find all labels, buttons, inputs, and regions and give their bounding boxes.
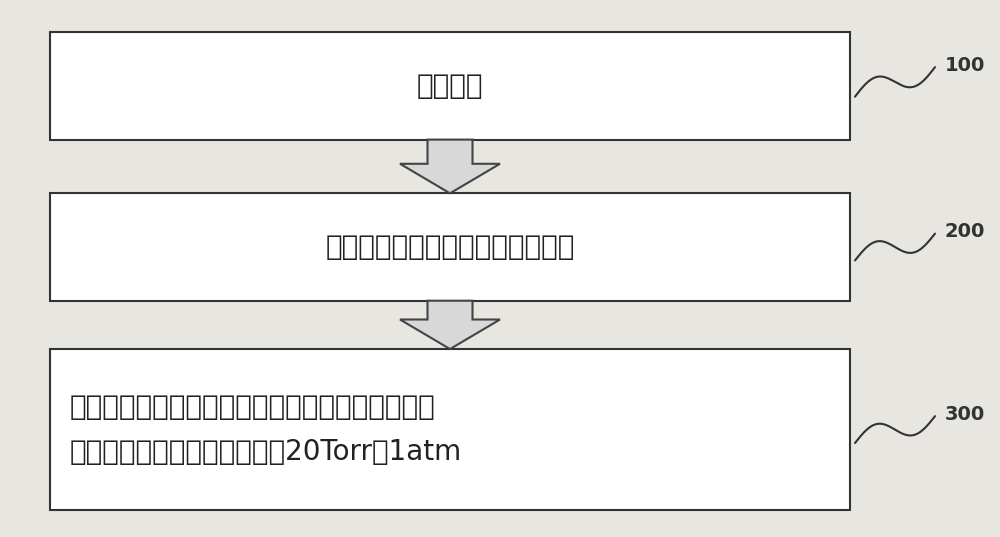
FancyBboxPatch shape	[50, 349, 850, 510]
Text: 提供衬底: 提供衬底	[417, 72, 483, 100]
Polygon shape	[400, 140, 500, 193]
Text: 100: 100	[945, 56, 985, 75]
Text: 200: 200	[945, 222, 985, 242]
FancyBboxPatch shape	[50, 32, 850, 140]
Text: 在所述衬底上形成硅基光波导线条: 在所述衬底上形成硅基光波导线条	[325, 233, 575, 261]
Polygon shape	[400, 301, 500, 349]
FancyBboxPatch shape	[50, 193, 850, 301]
Text: 对含有所述硅基光波导线条的衬底进行氢气退火，
所述氢气退火的腔室压力为：20Torr－1atm: 对含有所述硅基光波导线条的衬底进行氢气退火， 所述氢气退火的腔室压力为：20To…	[70, 393, 462, 467]
Text: 300: 300	[945, 405, 985, 424]
